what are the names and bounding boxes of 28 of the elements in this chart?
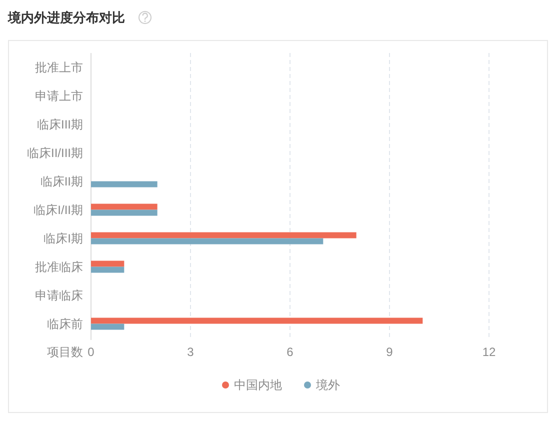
bar [91, 210, 158, 216]
bar [91, 318, 423, 324]
x-tick-label: 9 [386, 345, 394, 359]
bar [91, 204, 158, 210]
x-tick-label: 3 [187, 345, 194, 359]
y-tick-label: 申请上市 [35, 88, 83, 103]
x-tick-label: 0 [88, 345, 95, 359]
y-tick-label: 临床I/II期 [34, 202, 83, 217]
y-tick-label: 批准上市 [35, 60, 83, 74]
bar [91, 260, 124, 267]
y-tick-label: 临床前 [47, 316, 83, 331]
bar [91, 181, 158, 188]
y-tick-label: 申请临床 [35, 288, 83, 302]
bar [91, 324, 124, 330]
bar [91, 238, 324, 244]
y-tick-label: 临床II期 [40, 174, 83, 188]
y-tick-label: 临床I期 [44, 231, 83, 246]
x-axis-title: 项目数 [47, 345, 83, 359]
legend-label: 中国内地 [234, 378, 282, 392]
legend-label: 境外 [315, 378, 340, 392]
bar [91, 232, 356, 238]
chart-title: 境内外进度分布对比 [7, 10, 125, 25]
y-tick-label: 批准临床 [35, 260, 83, 274]
x-tick-label: 6 [286, 345, 294, 359]
y-tick-label: 临床III期 [36, 117, 83, 132]
bar [91, 266, 124, 273]
y-tick-label: 临床II/III期 [26, 146, 83, 160]
x-tick-label: 12 [482, 345, 496, 359]
